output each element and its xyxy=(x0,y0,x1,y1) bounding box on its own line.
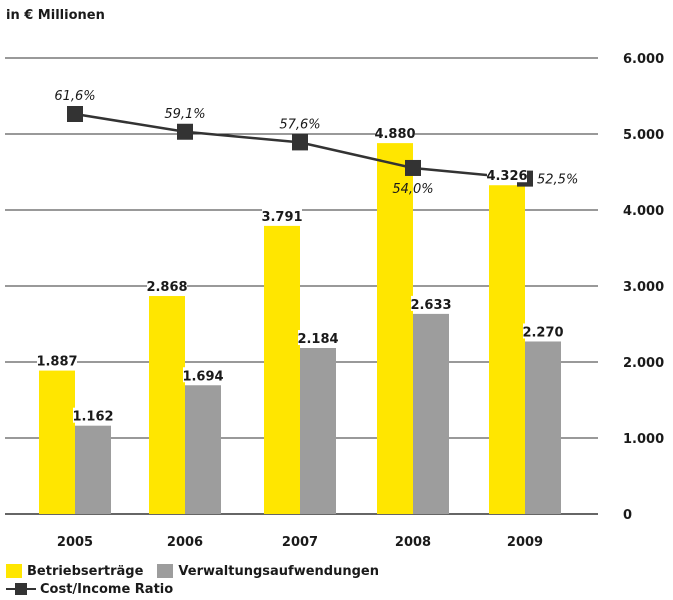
value-label-bg xyxy=(183,367,223,383)
legend-row-line: Cost/Income Ratio xyxy=(6,580,379,598)
bars xyxy=(39,143,561,514)
ratio-label: 59,1% xyxy=(164,107,205,122)
value-label-bg xyxy=(411,295,451,311)
y-tick-label: 3.000 xyxy=(623,280,664,295)
value-label-bg xyxy=(523,323,563,339)
bar-verwaltungsaufwendungen xyxy=(413,313,449,514)
ratio-marker xyxy=(292,134,308,151)
x-tick-label: 2006 xyxy=(167,535,203,550)
bar-verwaltungsaufwendungen xyxy=(525,341,561,514)
y-tick-label: 5.000 xyxy=(623,128,664,143)
ratio-marker xyxy=(405,159,421,176)
value-label-betriebsertraege: 4.880 xyxy=(374,127,415,142)
value-label-verwaltungsaufwendungen: 2.270 xyxy=(522,325,563,340)
ratio-marker xyxy=(177,123,193,140)
ratio-label: 57,6% xyxy=(279,117,320,132)
legend-label-cost-income-ratio: Cost/Income Ratio xyxy=(40,581,174,597)
bar-verwaltungsaufwendungen xyxy=(300,348,336,514)
value-label-bg xyxy=(73,407,113,423)
bar-verwaltungsaufwendungen xyxy=(185,385,221,514)
value-label-verwaltungsaufwendungen: 1.162 xyxy=(72,410,113,425)
value-label-bg xyxy=(487,167,527,183)
x-tick-label: 2005 xyxy=(57,535,93,550)
ratio-label: 61,6% xyxy=(54,89,95,104)
value-label-bg xyxy=(37,352,77,368)
bar-betriebsertraege xyxy=(489,185,525,514)
ratio-label: 54,0% xyxy=(392,182,433,197)
bar-verwaltungsaufwendungen xyxy=(75,425,111,514)
value-label-verwaltungsaufwendungen: 2.633 xyxy=(410,298,451,313)
x-tick-label: 2008 xyxy=(395,535,431,550)
y-tick-label: 1.000 xyxy=(623,432,664,447)
unit-label: in € Millionen xyxy=(6,8,105,23)
legend-label-betriebsertraege: Betriebserträge xyxy=(27,563,144,579)
value-label-betriebsertraege: 4.326 xyxy=(486,169,527,184)
legend-swatch-betriebsertraege xyxy=(6,564,22,578)
value-label-betriebsertraege: 3.791 xyxy=(261,210,302,225)
value-label-bg xyxy=(147,278,187,294)
value-label-bg xyxy=(262,207,302,223)
value-label-bg xyxy=(375,125,415,141)
labels: 0 1.000 2.000 3.000 4.000 5.000 6.000 1.887 1.16… xyxy=(36,52,664,550)
value-label-bg xyxy=(298,330,338,346)
bar-betriebsertraege xyxy=(149,296,185,514)
ratio-marker xyxy=(67,106,83,122)
value-label-verwaltungsaufwendungen: 2.184 xyxy=(297,332,338,347)
legend: Betriebserträge Verwaltungsaufwendungen … xyxy=(6,562,379,598)
legend-row-bars: Betriebserträge Verwaltungsaufwendungen xyxy=(6,562,379,580)
legend-line-marker xyxy=(6,582,36,596)
bar-betriebsertraege xyxy=(264,225,300,514)
ratio-label: 52,5% xyxy=(537,173,578,188)
y-tick-label: 4.000 xyxy=(623,204,664,219)
value-label-betriebsertraege: 1.887 xyxy=(36,355,77,370)
x-tick-label: 2007 xyxy=(282,535,318,550)
value-label-verwaltungsaufwendungen: 1.694 xyxy=(182,369,223,384)
y-tick-label: 6.000 xyxy=(623,52,664,67)
legend-label-verwaltungsaufwendungen: Verwaltungsaufwendungen xyxy=(178,563,379,579)
value-label-betriebsertraege: 2.868 xyxy=(146,280,187,295)
y-tick-label: 0 xyxy=(623,508,632,523)
legend-swatch-verwaltungsaufwendungen xyxy=(157,564,174,578)
ratio-line xyxy=(67,106,533,187)
x-tick-label: 2009 xyxy=(507,535,543,550)
y-tick-label: 2.000 xyxy=(623,356,664,371)
bar-betriebsertraege xyxy=(377,143,413,514)
bar-betriebsertraege xyxy=(39,370,75,514)
